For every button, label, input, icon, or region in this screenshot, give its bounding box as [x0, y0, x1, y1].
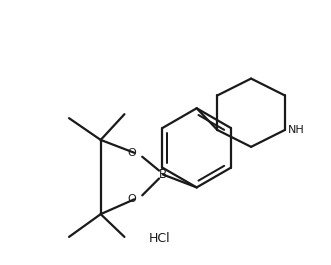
Text: B: B [159, 168, 167, 181]
Text: NH: NH [288, 125, 305, 135]
Text: O: O [127, 148, 136, 158]
Text: HCl: HCl [149, 232, 171, 245]
Text: O: O [127, 194, 136, 204]
